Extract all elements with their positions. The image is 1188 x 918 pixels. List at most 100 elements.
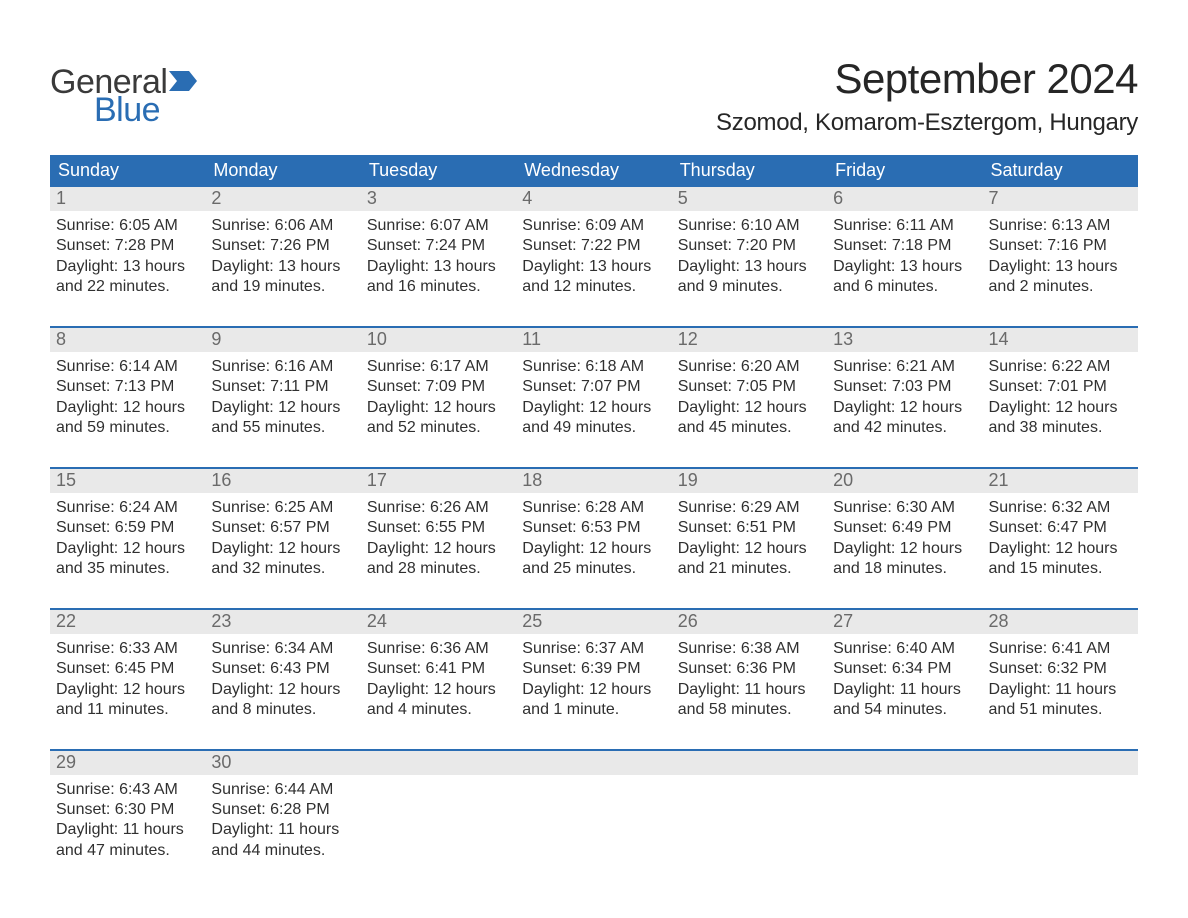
day-number: 2 [205, 187, 360, 211]
day-body: Sunrise: 6:38 AMSunset: 6:36 PMDaylight:… [672, 634, 827, 721]
day-body: Sunrise: 6:11 AMSunset: 7:18 PMDaylight:… [827, 211, 982, 298]
day-cell: 28Sunrise: 6:41 AMSunset: 6:32 PMDayligh… [983, 610, 1138, 721]
daylight-line2: and 42 minutes. [833, 418, 976, 438]
sunrise-text: Sunrise: 6:25 AM [211, 498, 354, 518]
sunrise-text: Sunrise: 6:41 AM [989, 639, 1132, 659]
daylight-line2: and 44 minutes. [211, 841, 354, 861]
daylight-line2: and 8 minutes. [211, 700, 354, 720]
day-number: . [827, 751, 982, 775]
sunrise-text: Sunrise: 6:36 AM [367, 639, 510, 659]
daylight-line1: Daylight: 13 hours [678, 257, 821, 277]
day-body: Sunrise: 6:36 AMSunset: 6:41 PMDaylight:… [361, 634, 516, 721]
daylight-line1: Daylight: 13 hours [522, 257, 665, 277]
day-body: Sunrise: 6:07 AMSunset: 7:24 PMDaylight:… [361, 211, 516, 298]
daylight-line2: and 45 minutes. [678, 418, 821, 438]
daylight-line2: and 12 minutes. [522, 277, 665, 297]
sunrise-text: Sunrise: 6:29 AM [678, 498, 821, 518]
day-body: Sunrise: 6:40 AMSunset: 6:34 PMDaylight:… [827, 634, 982, 721]
daylight-line1: Daylight: 11 hours [989, 680, 1132, 700]
weekday-wednesday: Wednesday [516, 155, 671, 187]
day-cell: 17Sunrise: 6:26 AMSunset: 6:55 PMDayligh… [361, 469, 516, 580]
day-number: 1 [50, 187, 205, 211]
calendar-page: General Blue September 2024 Szomod, Koma… [0, 0, 1188, 891]
sunset-text: Sunset: 6:34 PM [833, 659, 976, 679]
day-body: Sunrise: 6:33 AMSunset: 6:45 PMDaylight:… [50, 634, 205, 721]
sunrise-text: Sunrise: 6:14 AM [56, 357, 199, 377]
sunrise-text: Sunrise: 6:28 AM [522, 498, 665, 518]
sunset-text: Sunset: 6:55 PM [367, 518, 510, 538]
week-row: 29Sunrise: 6:43 AMSunset: 6:30 PMDayligh… [50, 749, 1138, 862]
day-body: Sunrise: 6:13 AMSunset: 7:16 PMDaylight:… [983, 211, 1138, 298]
sunset-text: Sunset: 7:16 PM [989, 236, 1132, 256]
sunset-text: Sunset: 7:01 PM [989, 377, 1132, 397]
day-cell: 25Sunrise: 6:37 AMSunset: 6:39 PMDayligh… [516, 610, 671, 721]
brand-logo: General Blue [50, 55, 197, 127]
sunset-text: Sunset: 7:18 PM [833, 236, 976, 256]
daylight-line1: Daylight: 12 hours [833, 398, 976, 418]
daylight-line2: and 52 minutes. [367, 418, 510, 438]
day-cell: 23Sunrise: 6:34 AMSunset: 6:43 PMDayligh… [205, 610, 360, 721]
sunrise-text: Sunrise: 6:05 AM [56, 216, 199, 236]
daylight-line2: and 59 minutes. [56, 418, 199, 438]
day-number: 24 [361, 610, 516, 634]
weekday-thursday: Thursday [672, 155, 827, 187]
daylight-line2: and 47 minutes. [56, 841, 199, 861]
daylight-line2: and 54 minutes. [833, 700, 976, 720]
sunset-text: Sunset: 6:43 PM [211, 659, 354, 679]
daylight-line2: and 58 minutes. [678, 700, 821, 720]
day-body: Sunrise: 6:25 AMSunset: 6:57 PMDaylight:… [205, 493, 360, 580]
day-cell: 26Sunrise: 6:38 AMSunset: 6:36 PMDayligh… [672, 610, 827, 721]
title-block: September 2024 Szomod, Komarom-Esztergom… [716, 55, 1138, 137]
day-number: 9 [205, 328, 360, 352]
day-number: 15 [50, 469, 205, 493]
day-number: 12 [672, 328, 827, 352]
daylight-line2: and 9 minutes. [678, 277, 821, 297]
day-body: Sunrise: 6:09 AMSunset: 7:22 PMDaylight:… [516, 211, 671, 298]
weekday-header: Sunday Monday Tuesday Wednesday Thursday… [50, 155, 1138, 187]
daylight-line1: Daylight: 13 hours [367, 257, 510, 277]
daylight-line1: Daylight: 12 hours [367, 398, 510, 418]
daylight-line2: and 6 minutes. [833, 277, 976, 297]
day-number: . [983, 751, 1138, 775]
day-cell: 14Sunrise: 6:22 AMSunset: 7:01 PMDayligh… [983, 328, 1138, 439]
day-number: 22 [50, 610, 205, 634]
day-number: 11 [516, 328, 671, 352]
day-number: 6 [827, 187, 982, 211]
weekday-tuesday: Tuesday [361, 155, 516, 187]
sunrise-text: Sunrise: 6:34 AM [211, 639, 354, 659]
day-cell: 6Sunrise: 6:11 AMSunset: 7:18 PMDaylight… [827, 187, 982, 298]
day-cell: 21Sunrise: 6:32 AMSunset: 6:47 PMDayligh… [983, 469, 1138, 580]
sunset-text: Sunset: 7:28 PM [56, 236, 199, 256]
daylight-line2: and 18 minutes. [833, 559, 976, 579]
day-body: Sunrise: 6:30 AMSunset: 6:49 PMDaylight:… [827, 493, 982, 580]
week-row: 8Sunrise: 6:14 AMSunset: 7:13 PMDaylight… [50, 326, 1138, 439]
day-number: 8 [50, 328, 205, 352]
day-number: 17 [361, 469, 516, 493]
week-row: 22Sunrise: 6:33 AMSunset: 6:45 PMDayligh… [50, 608, 1138, 721]
sunset-text: Sunset: 6:53 PM [522, 518, 665, 538]
day-body: Sunrise: 6:17 AMSunset: 7:09 PMDaylight:… [361, 352, 516, 439]
day-body: Sunrise: 6:32 AMSunset: 6:47 PMDaylight:… [983, 493, 1138, 580]
sunset-text: Sunset: 6:51 PM [678, 518, 821, 538]
day-number: 13 [827, 328, 982, 352]
day-number: 20 [827, 469, 982, 493]
sunrise-text: Sunrise: 6:32 AM [989, 498, 1132, 518]
day-cell: 24Sunrise: 6:36 AMSunset: 6:41 PMDayligh… [361, 610, 516, 721]
day-body: Sunrise: 6:24 AMSunset: 6:59 PMDaylight:… [50, 493, 205, 580]
weekday-friday: Friday [827, 155, 982, 187]
day-cell: 13Sunrise: 6:21 AMSunset: 7:03 PMDayligh… [827, 328, 982, 439]
daylight-line2: and 51 minutes. [989, 700, 1132, 720]
daylight-line1: Daylight: 13 hours [56, 257, 199, 277]
day-number: 3 [361, 187, 516, 211]
daylight-line2: and 35 minutes. [56, 559, 199, 579]
daylight-line1: Daylight: 12 hours [211, 680, 354, 700]
daylight-line1: Daylight: 12 hours [367, 539, 510, 559]
daylight-line1: Daylight: 12 hours [211, 539, 354, 559]
daylight-line2: and 55 minutes. [211, 418, 354, 438]
daylight-line1: Daylight: 12 hours [678, 398, 821, 418]
day-cell: 8Sunrise: 6:14 AMSunset: 7:13 PMDaylight… [50, 328, 205, 439]
sunset-text: Sunset: 7:20 PM [678, 236, 821, 256]
day-cell: 22Sunrise: 6:33 AMSunset: 6:45 PMDayligh… [50, 610, 205, 721]
day-cell: 11Sunrise: 6:18 AMSunset: 7:07 PMDayligh… [516, 328, 671, 439]
day-cell: 12Sunrise: 6:20 AMSunset: 7:05 PMDayligh… [672, 328, 827, 439]
